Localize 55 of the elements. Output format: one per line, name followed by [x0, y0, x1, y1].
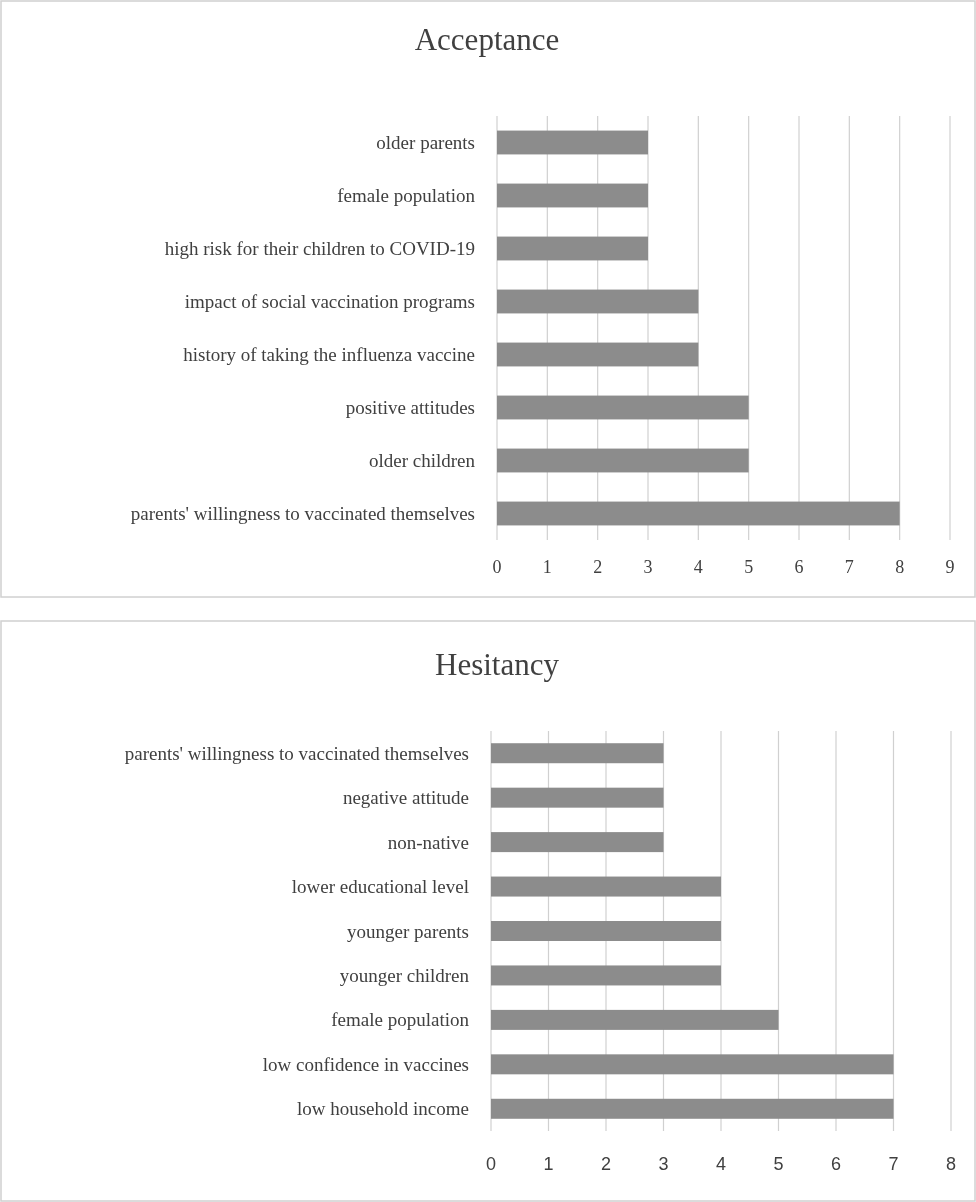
y-tick-label: older parents: [376, 132, 475, 153]
y-tick-label: female population: [337, 185, 476, 206]
x-tick-label: 9: [945, 557, 955, 577]
x-tick-label: 7: [844, 557, 854, 577]
x-tick-label: 1: [543, 1154, 554, 1174]
y-tick-label: younger parents: [347, 920, 469, 942]
y-tick-label: non-native: [387, 831, 469, 853]
x-tick-label: 3: [643, 557, 653, 577]
x-tick-label: 5: [744, 557, 754, 577]
y-tick-label: lower educational level: [291, 876, 469, 898]
y-tick-label: older children: [368, 450, 476, 471]
bar: [497, 342, 699, 367]
x-tick-label: 2: [600, 1154, 612, 1174]
bar: [491, 832, 664, 853]
bar: [491, 965, 721, 986]
bar: [497, 501, 900, 526]
x-tick-label: 6: [830, 1154, 842, 1174]
x-tick-label: 0: [492, 557, 502, 577]
bar: [491, 921, 721, 941]
bar: [491, 1009, 779, 1030]
y-tick-label: parents' willingness to vaccinated themselves: [130, 503, 475, 524]
bar: [497, 448, 749, 473]
x-tick-label: 7: [888, 1154, 899, 1174]
y-tick-label: younger children: [339, 964, 470, 986]
bar: [491, 876, 721, 897]
x-tick-label: 2: [593, 557, 603, 577]
y-tick-label: low household income: [296, 1098, 469, 1120]
x-tick-label: 0: [485, 1154, 497, 1174]
bar: [497, 289, 699, 314]
x-tick-label: 6: [794, 557, 804, 577]
y-tick-label: low confidence in vaccines: [262, 1053, 469, 1075]
y-tick-label: high risk for their children to COVID-19: [164, 238, 475, 259]
x-tick-label: 4: [715, 1154, 727, 1174]
x-tick-label: 4: [693, 557, 703, 577]
bar: [497, 130, 648, 155]
x-tick-label: 5: [773, 1154, 784, 1174]
bar: [497, 395, 749, 420]
x-tick-label: 8: [945, 1154, 957, 1174]
chart-title: Acceptance: [414, 22, 560, 57]
y-tick-label: history of taking the influenza vaccine: [183, 344, 475, 365]
y-tick-label: negative attitude: [342, 787, 469, 809]
y-tick-label: impact of social vaccination programs: [184, 291, 475, 312]
bar: [491, 1054, 894, 1075]
y-tick-label: female population: [331, 1009, 470, 1031]
bar: [491, 1098, 894, 1119]
x-tick-label: 8: [895, 557, 905, 577]
x-tick-label: 1: [542, 557, 552, 577]
bar: [497, 236, 648, 261]
y-tick-label: positive attitudes: [345, 397, 475, 418]
bar: [491, 743, 664, 764]
y-tick-label: parents' willingness to vaccinated themselves: [124, 742, 469, 764]
chart-title: Hesitancy: [435, 647, 560, 682]
x-tick-label: 3: [658, 1154, 669, 1174]
bar: [497, 183, 648, 208]
bar: [491, 787, 664, 808]
